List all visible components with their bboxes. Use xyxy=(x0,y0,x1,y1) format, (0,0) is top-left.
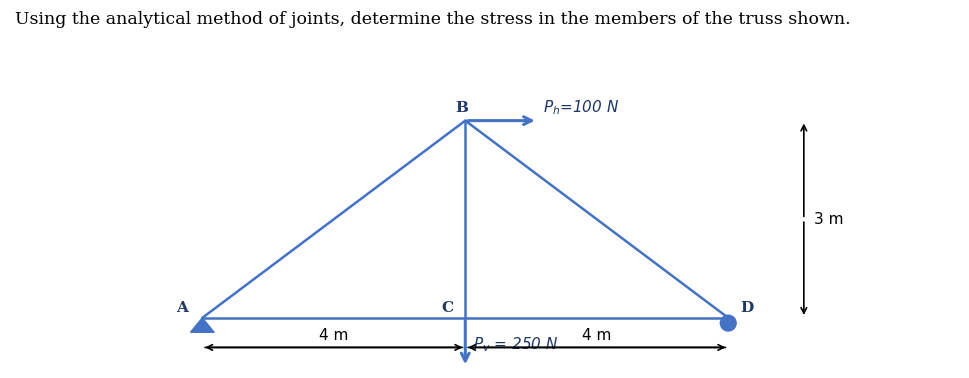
Text: C: C xyxy=(441,301,453,315)
Text: 4 m: 4 m xyxy=(319,328,348,344)
Text: 4 m: 4 m xyxy=(581,328,610,344)
Text: $P_v$ = 250 N: $P_v$ = 250 N xyxy=(473,336,558,354)
Text: B: B xyxy=(455,101,468,115)
Text: $P_h$=100 N: $P_h$=100 N xyxy=(543,99,618,117)
Text: 3 m: 3 m xyxy=(813,212,842,227)
Text: A: A xyxy=(175,301,188,314)
Polygon shape xyxy=(190,318,214,332)
Text: D: D xyxy=(739,301,753,314)
Text: Using the analytical method of joints, determine the stress in the members of th: Using the analytical method of joints, d… xyxy=(15,11,849,28)
Circle shape xyxy=(720,315,735,331)
